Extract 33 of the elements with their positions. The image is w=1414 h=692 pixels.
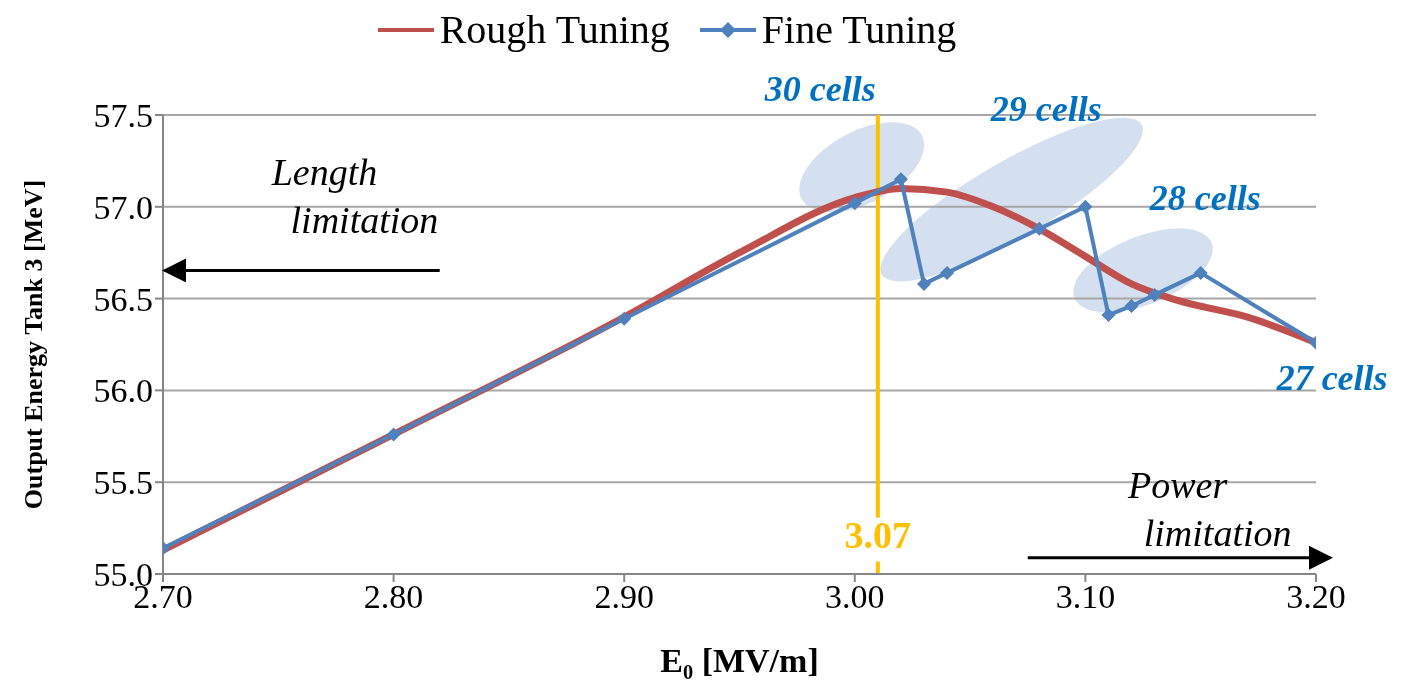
x-tick-label: 3.10: [1055, 578, 1116, 616]
point: [893, 172, 908, 187]
x-tick-label: 3.20: [1286, 578, 1346, 616]
y-tick-label: 57.5: [93, 97, 153, 135]
point: [617, 311, 632, 326]
annotation: 29 cells: [989, 88, 1102, 129]
text: 30 cells: [763, 68, 876, 109]
x-tick-label: 2.90: [594, 578, 654, 616]
point: [1124, 298, 1139, 313]
legend-label: Rough Tuning: [439, 6, 670, 53]
y-axis-title: Output Energy Tank 3 [MeV]: [19, 179, 49, 510]
point: [386, 427, 401, 442]
x-tick-label: 2.80: [363, 578, 424, 616]
point: [1032, 221, 1047, 236]
y-tick-label: 55.5: [93, 464, 153, 502]
annotation: 27 cells: [1275, 357, 1388, 398]
annotation: 3.07: [844, 514, 912, 557]
annotation: 28 cells: [1148, 177, 1261, 218]
point: [940, 265, 955, 280]
annotation: Power limitation: [1127, 464, 1292, 554]
y-tick-label: 57.0: [93, 188, 153, 226]
x-tick-label: 3.00: [825, 578, 885, 616]
legend-label: Fine Tuning: [761, 6, 957, 53]
point: [1078, 199, 1093, 214]
x-axis-title: E₀ [MV/m]: [660, 642, 819, 679]
y-tick-label: 56.0: [93, 372, 153, 410]
point: [916, 276, 931, 291]
point: [847, 196, 862, 211]
point: [1101, 308, 1116, 323]
annotation: Length limitation: [270, 150, 439, 241]
point: [1147, 287, 1162, 302]
point: [1193, 265, 1208, 280]
y-tick-label: 56.5: [93, 280, 153, 318]
